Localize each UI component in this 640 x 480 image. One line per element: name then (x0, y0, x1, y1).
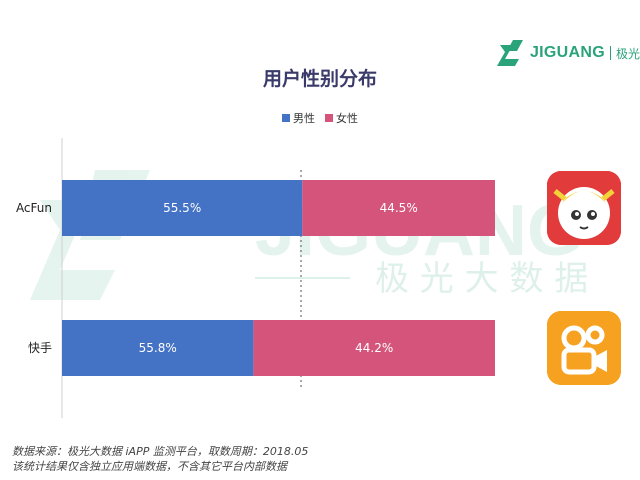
labels-layer: AcFun 55.5% 44.5% 快手 55.8% 44.2% (16, 201, 418, 355)
category-label-0: AcFun (16, 201, 52, 215)
legend-swatch-female (325, 114, 333, 122)
footnote-source: 数据来源：极光大数据 iAPP 监测平台，取数周期：2018.05 (12, 445, 309, 458)
bar-male-1 (62, 320, 254, 376)
legend-item-female: 女性 (325, 110, 358, 126)
kuaishou-app-icon (547, 311, 621, 385)
jiguang-logo-icon (496, 40, 523, 66)
brand-separator (609, 46, 611, 60)
data-label-male-0: 55.5% (163, 201, 201, 215)
legend-label-male: 男性 (293, 112, 315, 125)
bar-male-0 (62, 180, 303, 236)
footnote-note: 该统计结果仅含独立应用端数据，不含其它平台内部数据 (12, 460, 287, 473)
chart-legend: 男性 女性 (0, 110, 640, 126)
data-label-male-1: 55.8% (139, 341, 177, 355)
category-label-1: 快手 (28, 341, 52, 355)
bars-layer (62, 180, 495, 376)
data-label-female-1: 44.2% (355, 341, 393, 355)
legend-swatch-male (282, 114, 290, 122)
footnote: 数据来源：极光大数据 iAPP 监测平台，取数周期：2018.05 该统计结果仅… (12, 444, 308, 474)
bar-female-1 (253, 320, 495, 376)
legend-item-male: 男性 (282, 110, 315, 126)
data-label-female-0: 44.5% (380, 201, 418, 215)
brand-logo: JIGUANG 极光 (496, 38, 640, 68)
acfun-app-icon (547, 171, 621, 245)
brand-name: JIGUANG (529, 44, 605, 61)
chart-title: 用户性别分布 (262, 68, 377, 90)
bar-female-0 (302, 180, 495, 236)
legend-label-female: 女性 (336, 112, 358, 125)
brand-cn-name: 极光 (615, 46, 640, 61)
